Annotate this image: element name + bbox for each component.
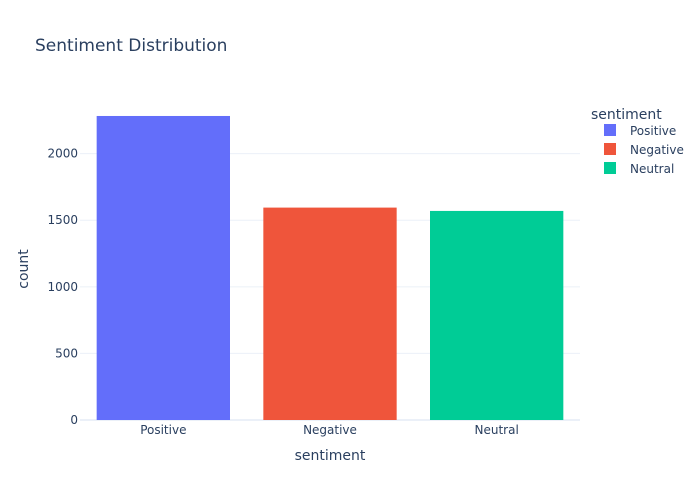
x-tick-label-neutral: Neutral	[475, 423, 519, 437]
legend-label-negative[interactable]: Negative	[630, 143, 684, 157]
legend-swatch-positive[interactable]	[604, 124, 616, 136]
legend-label-positive[interactable]: Positive	[630, 124, 676, 138]
bar-negative[interactable]	[263, 207, 397, 420]
bar-neutral[interactable]	[430, 210, 564, 420]
y-tick-label: 0	[70, 413, 78, 427]
y-tick-label: 2000	[47, 147, 78, 161]
y-tick-label: 500	[55, 346, 78, 360]
chart-title: Sentiment Distribution	[35, 36, 227, 56]
x-axis-title: sentiment	[295, 448, 366, 464]
legend: Positive Negative Neutral	[604, 124, 684, 176]
bar-positive[interactable]	[96, 115, 231, 420]
legend-swatch-negative[interactable]	[604, 143, 616, 155]
x-tick-label-negative: Negative	[303, 423, 357, 437]
legend-title: sentiment	[591, 107, 662, 123]
x-tick-label-positive: Positive	[140, 423, 186, 437]
y-tick-label: 1000	[47, 280, 78, 294]
y-axis-title: count	[16, 249, 32, 289]
legend-swatch-neutral[interactable]	[604, 162, 616, 174]
y-tick-label: 1500	[47, 213, 78, 227]
bars-layer	[96, 115, 564, 420]
axes-layer: 0 500 1000 1500 2000 Positive Negative Neutral	[47, 147, 518, 437]
legend-label-neutral[interactable]: Neutral	[630, 162, 674, 176]
